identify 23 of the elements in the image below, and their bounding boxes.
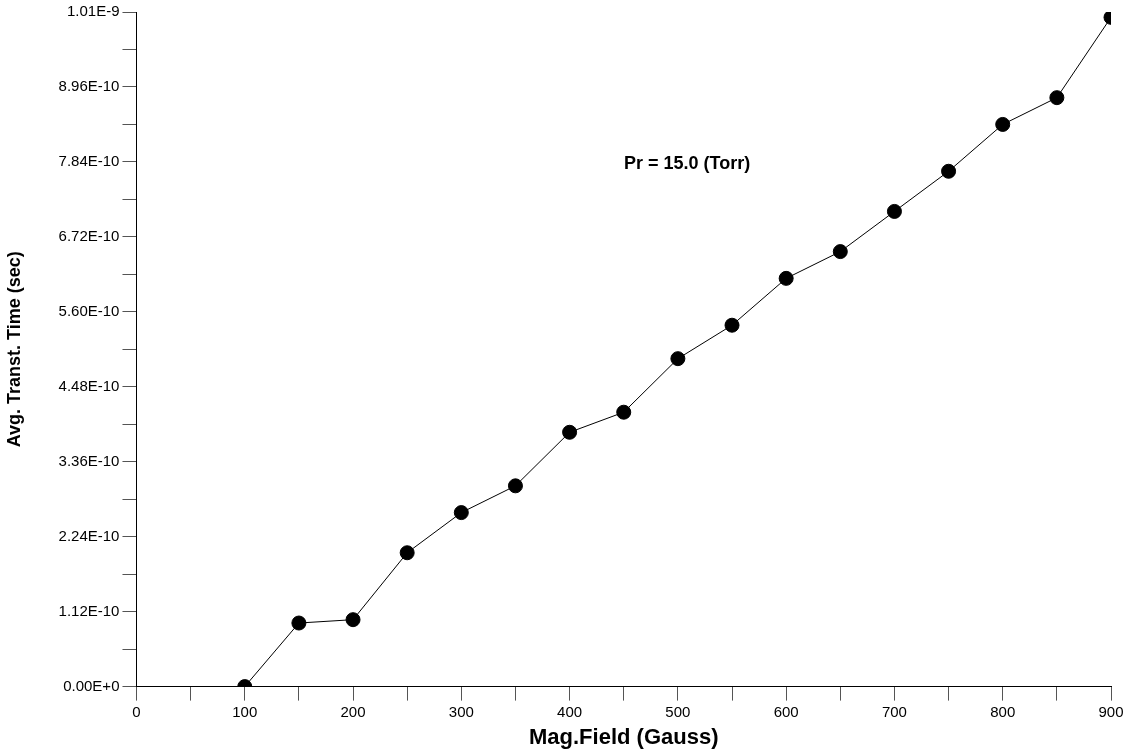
y-tick-label: 7.84E-10 xyxy=(58,152,120,170)
x-tick-label: 0 xyxy=(132,702,141,720)
y-tick-label: 6.72E-10 xyxy=(58,227,120,245)
y-tick-label: 1.01E-9 xyxy=(66,2,120,20)
y-tick-label: 8.96E-10 xyxy=(58,77,120,95)
x-tick-label: 500 xyxy=(665,702,691,720)
x-tick-label: 100 xyxy=(232,702,258,720)
y-tick-label: 2.24E-10 xyxy=(58,526,120,544)
annotation: Pr = 15.0 (Torr) xyxy=(623,152,751,173)
x-tick-label: 300 xyxy=(448,702,474,720)
x-axis-title: Mag.Field (Gauss) xyxy=(529,723,719,749)
y-tick-label: 4.48E-10 xyxy=(58,376,120,394)
x-tick-label: 600 xyxy=(773,702,799,720)
y-tick-label: 0.00E+0 xyxy=(63,676,120,694)
y-tick-label: 1.12E-10 xyxy=(58,601,120,619)
x-tick-label: 200 xyxy=(340,702,366,720)
y-tick-label: 3.36E-10 xyxy=(58,451,120,469)
y-axis-title: Avg. Transt. Time (sec) xyxy=(3,251,24,448)
y-tick-label: 5.60E-10 xyxy=(58,301,120,319)
x-tick-label: 400 xyxy=(557,702,583,720)
x-tick-label: 800 xyxy=(990,702,1016,720)
x-tick-label: 700 xyxy=(881,702,907,720)
x-tick-label: 900 xyxy=(1098,702,1124,720)
